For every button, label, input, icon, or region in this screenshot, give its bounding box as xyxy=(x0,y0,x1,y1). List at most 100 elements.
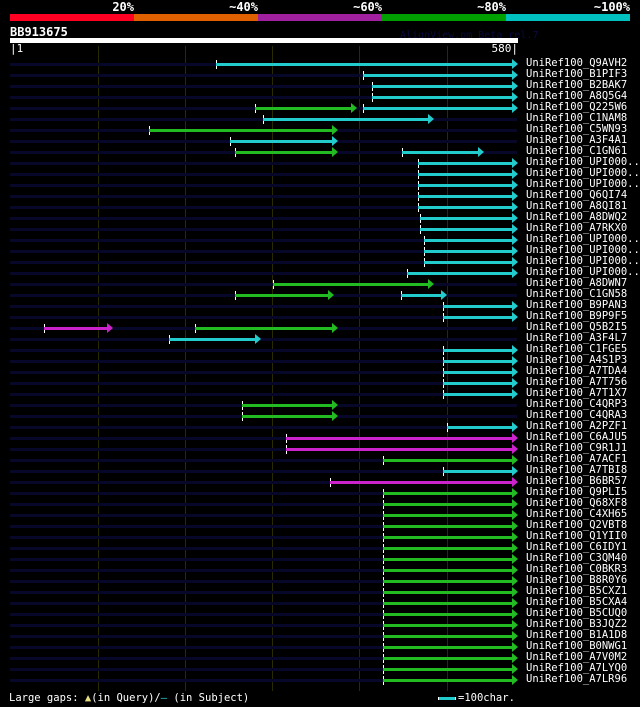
hit-label[interactable]: UniRef100_C4QRA3 xyxy=(526,409,628,421)
hit-segment[interactable] xyxy=(406,272,513,275)
hit-label[interactable]: UniRef100_B1A1D8 xyxy=(526,629,628,641)
hit-segment[interactable] xyxy=(149,129,333,132)
hit-segment[interactable] xyxy=(285,437,513,440)
hit-label[interactable]: UniRef100_A8DWN7 xyxy=(526,277,628,289)
hit-label[interactable]: UniRef100_A7V0M2 xyxy=(526,651,628,663)
hit-segment[interactable] xyxy=(362,107,513,110)
hit-label[interactable]: UniRef100_A8DWQ2 xyxy=(526,211,628,223)
hit-label[interactable]: UniRef100_B9PAN3 xyxy=(526,299,628,311)
hit-label[interactable]: UniRef100_Q9AVH2 xyxy=(526,57,628,69)
hit-segment[interactable] xyxy=(215,63,513,66)
hit-label[interactable]: UniRef100_UPI000.. xyxy=(526,266,640,278)
hit-label[interactable]: UniRef100_UPI000.. xyxy=(526,178,640,190)
hit-segment[interactable] xyxy=(362,74,513,77)
hit-label[interactable]: UniRef100_B0NWG1 xyxy=(526,640,628,652)
hit-label[interactable]: UniRef100_A7TDA4 xyxy=(526,365,628,377)
hit-segment[interactable] xyxy=(443,371,513,374)
hit-label[interactable]: UniRef100_UPI000.. xyxy=(526,233,640,245)
hit-segment[interactable] xyxy=(383,569,513,572)
hit-label[interactable]: UniRef100_UPI000.. xyxy=(526,255,640,267)
hit-label[interactable]: UniRef100_Q6QI74 xyxy=(526,189,628,201)
hit-label[interactable]: UniRef100_C4XH65 xyxy=(526,508,628,520)
hit-segment[interactable] xyxy=(44,327,108,330)
hit-segment[interactable] xyxy=(400,294,443,297)
hit-label[interactable]: UniRef100_B5CXA4 xyxy=(526,596,628,608)
hit-segment[interactable] xyxy=(383,492,513,495)
hit-segment[interactable] xyxy=(443,393,513,396)
hit-segment[interactable] xyxy=(383,580,513,583)
hit-label[interactable]: UniRef100_C6AJU5 xyxy=(526,431,628,443)
hit-label[interactable]: UniRef100_B1PIF3 xyxy=(526,68,628,80)
hit-segment[interactable] xyxy=(418,173,513,176)
hit-segment[interactable] xyxy=(383,668,513,671)
hit-label[interactable]: UniRef100_B9P9F5 xyxy=(526,310,628,322)
hit-label[interactable]: UniRef100_B5CUQ0 xyxy=(526,607,628,619)
hit-segment[interactable] xyxy=(383,657,513,660)
hit-segment[interactable] xyxy=(255,107,352,110)
hit-segment[interactable] xyxy=(424,261,513,264)
hit-label[interactable]: UniRef100_C6IDY1 xyxy=(526,541,628,553)
hit-segment[interactable] xyxy=(383,459,513,462)
hit-segment[interactable] xyxy=(169,338,256,341)
hit-segment[interactable] xyxy=(383,635,513,638)
hit-segment[interactable] xyxy=(383,591,513,594)
hit-segment[interactable] xyxy=(383,613,513,616)
hit-label[interactable]: UniRef100_UPI000.. xyxy=(526,167,640,179)
hit-label[interactable]: UniRef100_A7ACF1 xyxy=(526,453,628,465)
hit-segment[interactable] xyxy=(263,118,429,121)
hit-label[interactable]: UniRef100_C1NAM8 xyxy=(526,112,628,124)
hit-segment[interactable] xyxy=(272,283,429,286)
hit-label[interactable]: UniRef100_A3F4A1 xyxy=(526,134,628,146)
hit-label[interactable]: UniRef100_Q68XF8 xyxy=(526,497,628,509)
hit-segment[interactable] xyxy=(194,327,333,330)
hit-label[interactable]: UniRef100_A8Q5G4 xyxy=(526,90,628,102)
hit-segment[interactable] xyxy=(383,514,513,517)
hit-label[interactable]: UniRef100_C1FGE5 xyxy=(526,343,628,355)
hit-segment[interactable] xyxy=(229,140,333,143)
hit-segment[interactable] xyxy=(418,206,513,209)
hit-segment[interactable] xyxy=(383,646,513,649)
hit-segment[interactable] xyxy=(242,404,333,407)
hit-segment[interactable] xyxy=(383,503,513,506)
hit-label[interactable]: UniRef100_B2BAK7 xyxy=(526,79,628,91)
hit-label[interactable]: UniRef100_B5CXZ1 xyxy=(526,585,628,597)
hit-segment[interactable] xyxy=(418,195,513,198)
hit-segment[interactable] xyxy=(418,184,513,187)
hit-segment[interactable] xyxy=(383,624,513,627)
hit-label[interactable]: UniRef100_Q9PLI5 xyxy=(526,486,628,498)
hit-segment[interactable] xyxy=(418,162,513,165)
hit-label[interactable]: UniRef100_A7LYQ0 xyxy=(526,662,628,674)
hit-label[interactable]: UniRef100_A8QI81 xyxy=(526,200,628,212)
hit-segment[interactable] xyxy=(443,316,513,319)
hit-segment[interactable] xyxy=(424,239,513,242)
hit-segment[interactable] xyxy=(383,679,513,682)
hit-label[interactable]: UniRef100_C5WN93 xyxy=(526,123,628,135)
hit-label[interactable]: UniRef100_B3JQZ2 xyxy=(526,618,628,630)
hit-segment[interactable] xyxy=(424,250,513,253)
hit-segment[interactable] xyxy=(443,305,513,308)
hit-label[interactable]: UniRef100_UPI000.. xyxy=(526,244,640,256)
hit-segment[interactable] xyxy=(443,470,513,473)
hit-label[interactable]: UniRef100_Q2VBT8 xyxy=(526,519,628,531)
hit-label[interactable]: UniRef100_A7T1X7 xyxy=(526,387,628,399)
hit-segment[interactable] xyxy=(371,85,513,88)
hit-label[interactable]: UniRef100_C9R1J1 xyxy=(526,442,628,454)
hit-label[interactable]: UniRef100_B6BR57 xyxy=(526,475,628,487)
hit-segment[interactable] xyxy=(383,602,513,605)
hit-segment[interactable] xyxy=(446,426,513,429)
hit-segment[interactable] xyxy=(242,415,333,418)
hit-segment[interactable] xyxy=(402,151,479,154)
hit-label[interactable]: UniRef100_C1GN61 xyxy=(526,145,628,157)
hit-segment[interactable] xyxy=(285,448,513,451)
hit-label[interactable]: UniRef100_C0BKR3 xyxy=(526,563,628,575)
hit-label[interactable]: UniRef100_UPI000.. xyxy=(526,156,640,168)
hit-label[interactable]: UniRef100_Q225W6 xyxy=(526,101,628,113)
hit-segment[interactable] xyxy=(443,349,513,352)
hit-label[interactable]: UniRef100_C1GN58 xyxy=(526,288,628,300)
hit-label[interactable]: UniRef100_A7TBI8 xyxy=(526,464,628,476)
hit-segment[interactable] xyxy=(443,360,513,363)
hit-label[interactable]: UniRef100_A2PZF1 xyxy=(526,420,628,432)
hit-label[interactable]: UniRef100_C3QM40 xyxy=(526,552,628,564)
hit-label[interactable]: UniRef100_A7T756 xyxy=(526,376,628,388)
hit-label[interactable]: UniRef100_A7LR96 xyxy=(526,673,628,685)
